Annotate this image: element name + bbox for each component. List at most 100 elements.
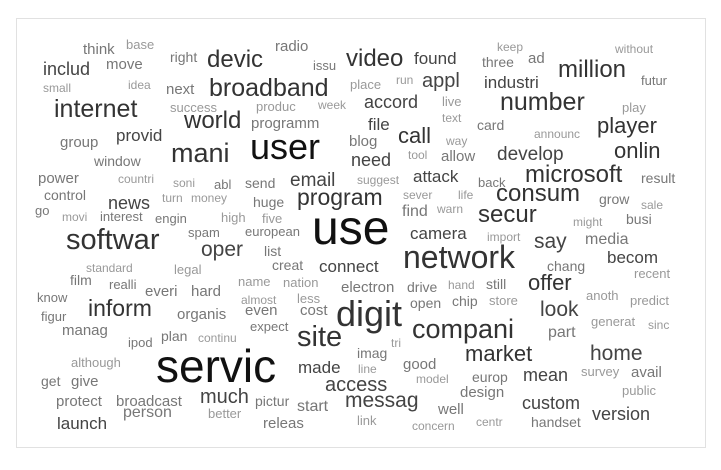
word-run: run	[396, 73, 414, 87]
word-model: model	[416, 372, 449, 386]
word-five: five	[262, 211, 283, 226]
word-broadband: broadband	[209, 74, 329, 102]
word-network: network	[403, 239, 516, 275]
word-site: site	[297, 321, 343, 353]
word-huge: huge	[253, 194, 285, 210]
word-program: program	[297, 184, 383, 210]
word-player: player	[597, 113, 657, 138]
word-week: week	[318, 98, 347, 112]
word-place: place	[350, 77, 382, 92]
word-sever: sever	[403, 188, 433, 202]
word-protect: protect	[56, 393, 102, 410]
word-link: link	[357, 413, 377, 428]
word-chip: chip	[452, 293, 478, 309]
word-keep: keep	[497, 40, 524, 54]
word-releas: releas	[263, 415, 304, 432]
word-next: next	[166, 81, 195, 98]
word-devic: devic	[207, 46, 264, 73]
word-sinc: sinc	[648, 318, 670, 332]
word-drive: drive	[407, 279, 438, 295]
word-name: name	[238, 274, 271, 289]
word-mean: mean	[523, 365, 569, 385]
word-radio: radio	[275, 38, 309, 55]
word-line: line	[358, 362, 377, 376]
word-predict: predict	[630, 293, 670, 308]
word-includ: includ	[43, 59, 91, 79]
word-right: right	[170, 49, 198, 65]
word-inform: inform	[88, 295, 152, 321]
word-announc: announc	[534, 127, 581, 141]
word-hand: hand	[448, 278, 475, 292]
word-news: news	[108, 193, 151, 213]
word-pictur: pictur	[255, 393, 290, 409]
word-call: call	[398, 123, 432, 148]
word-attack: attack	[413, 167, 459, 186]
word-file: file	[368, 115, 390, 134]
word-sale: sale	[641, 198, 664, 212]
word-well: well	[438, 401, 464, 418]
word-back: back	[478, 175, 506, 190]
word-move: move	[106, 56, 143, 73]
word-europ: europ	[472, 369, 508, 385]
word-european: european	[245, 224, 300, 239]
word-although: although	[71, 355, 121, 370]
word-import: import	[487, 230, 521, 244]
word-movi: movi	[62, 210, 88, 224]
word-legal: legal	[174, 262, 202, 277]
word-user: user	[250, 126, 321, 167]
word-group: group	[60, 134, 99, 151]
word-market: market	[465, 341, 533, 366]
word-connect: connect	[319, 257, 379, 276]
word-offer: offer	[528, 270, 572, 295]
word-nation: nation	[283, 275, 319, 290]
word-still: still	[486, 276, 507, 292]
word-warn: warn	[437, 202, 464, 216]
word-know: know	[37, 290, 68, 305]
word-go: go	[35, 203, 50, 218]
word-cloud-frame	[16, 18, 706, 448]
word-list: list	[264, 243, 282, 259]
word-find: find	[402, 203, 428, 220]
word-use: use	[312, 202, 390, 255]
word-compani: compani	[412, 314, 515, 344]
word-media: media	[585, 231, 629, 248]
word-look: look	[540, 298, 579, 321]
word-develop: develop	[497, 144, 564, 165]
word-power: power	[38, 170, 79, 187]
word-blog: blog	[349, 133, 378, 150]
word-base: base	[126, 37, 155, 52]
word-secur: secur	[478, 201, 537, 228]
word-say: say	[534, 230, 567, 253]
word-messag: messag	[345, 389, 419, 412]
word-produc: produc	[256, 99, 296, 114]
word-onlin: onlin	[614, 138, 661, 163]
word-suggest: suggest	[357, 173, 400, 187]
word-play: play	[622, 100, 646, 115]
word-email: email	[290, 170, 336, 191]
word-give: give	[71, 373, 99, 390]
word-electron: electron	[341, 279, 395, 296]
word-need: need	[351, 150, 392, 170]
word-even: even	[245, 302, 278, 319]
word-film: film	[70, 272, 92, 288]
word-get: get	[41, 373, 61, 389]
word-handset: handset	[531, 414, 581, 430]
word-chang: chang	[547, 258, 586, 274]
word-servic: servic	[156, 340, 277, 392]
word-turn: turn	[162, 191, 183, 205]
word-result: result	[641, 170, 676, 186]
word-window: window	[94, 153, 141, 169]
word-imag: imag	[357, 345, 388, 361]
word-almost: almost	[241, 293, 277, 307]
word-accord: accord	[364, 92, 419, 112]
word-launch: launch	[57, 414, 108, 433]
word-design: design	[460, 384, 505, 401]
word-without: without	[615, 42, 654, 56]
word-much: much	[200, 386, 249, 408]
word-start: start	[297, 398, 329, 415]
word-realli: realli	[109, 277, 137, 292]
word-found: found	[414, 49, 457, 68]
word-anoth: anoth	[586, 288, 619, 303]
word-number: number	[500, 88, 585, 116]
word-control: control	[44, 187, 87, 203]
